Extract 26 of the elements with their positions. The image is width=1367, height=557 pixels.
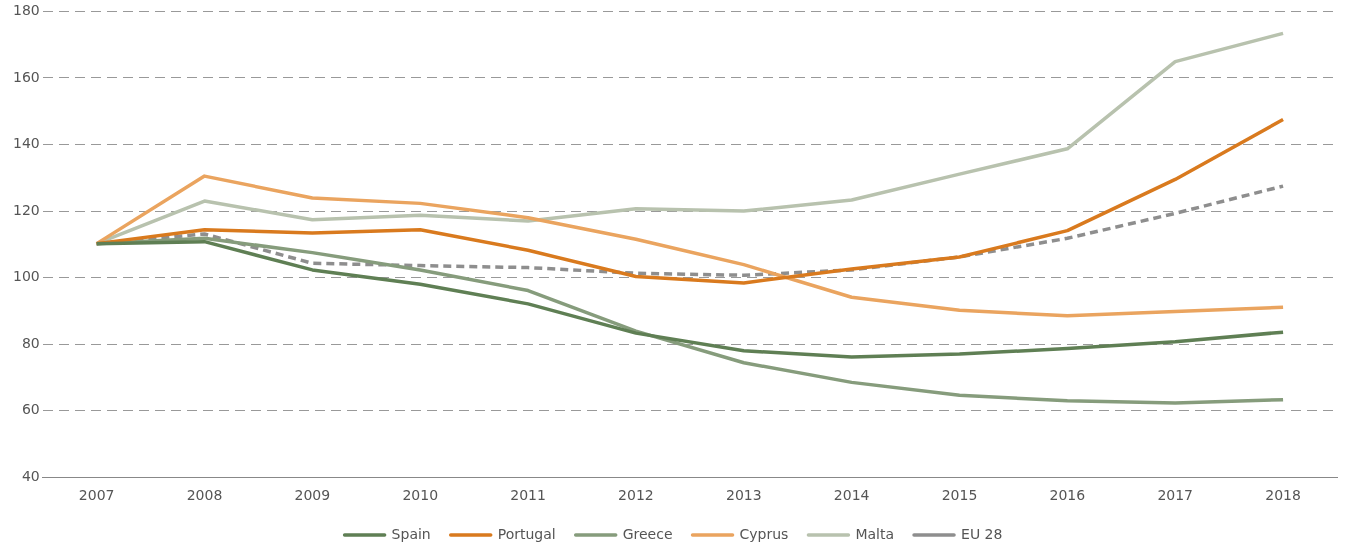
y-tick-label: 120	[12, 201, 40, 218]
x-tick-label: 2007	[78, 487, 115, 504]
legend-label: Spain	[391, 525, 431, 542]
x-tick-label: 2012	[618, 487, 654, 504]
x-tick-label: 2010	[402, 487, 439, 504]
x-tick-label: 2011	[510, 487, 546, 504]
y-tick-label: 60	[21, 401, 40, 418]
legend-label: Malta	[855, 525, 895, 542]
y-tick-label: 40	[21, 467, 40, 484]
y-tick-label: 160	[12, 68, 40, 85]
y-tick-label: 140	[12, 135, 40, 152]
y-tick-label: 80	[21, 334, 40, 351]
legend-label: EU 28	[961, 525, 1003, 542]
x-tick-label: 2015	[941, 487, 978, 504]
legend-label: Portugal	[497, 525, 556, 542]
legend-label: Cyprus	[739, 525, 789, 542]
x-tick-label: 2008	[186, 487, 223, 504]
x-tick-label: 2018	[1265, 487, 1301, 504]
x-tick-label: 2016	[1049, 487, 1086, 504]
x-tick-label: 2013	[725, 487, 762, 504]
x-tick-label: 2017	[1157, 487, 1194, 504]
y-tick-label: 180	[12, 2, 40, 19]
legend-label: Greece	[622, 525, 673, 542]
x-tick-label: 2014	[833, 487, 870, 504]
x-tick-label: 2009	[294, 487, 331, 504]
y-tick-label: 100	[12, 268, 40, 285]
